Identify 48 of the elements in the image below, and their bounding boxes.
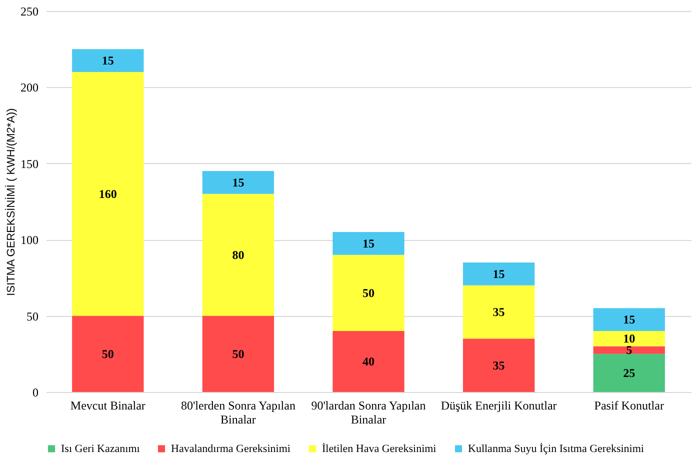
- x-tick-label: Düşük Enerjili Konutlar: [440, 398, 557, 412]
- bar: [72, 72, 144, 316]
- data-label: 160: [98, 186, 117, 201]
- data-label: 35: [492, 304, 505, 319]
- data-label: 25: [623, 366, 636, 380]
- bar: [462, 262, 535, 286]
- legend-label: İletilen Hava Gereksinimi: [322, 442, 436, 455]
- x-tick-label: 90'lardan Sonra Yapılan Binalar: [311, 398, 426, 426]
- bar: [332, 232, 404, 255]
- y-tick-label: 100: [20, 233, 38, 248]
- bar: [202, 316, 274, 392]
- y-tick-label: 150: [20, 156, 38, 171]
- y-tick-label: 50: [26, 309, 38, 324]
- legend-label: Isı Geri Kazanımı: [61, 442, 140, 455]
- data-label: 40: [362, 354, 374, 369]
- data-label: 15: [362, 236, 374, 250]
- bar: [202, 194, 274, 316]
- data-label: 35: [492, 358, 505, 372]
- bar: [593, 354, 665, 392]
- y-tick-label: 250: [20, 4, 38, 18]
- legend-label: Havalandırma Gereksinimi: [171, 442, 290, 455]
- bar: [593, 331, 665, 346]
- data-label: 15: [232, 175, 244, 190]
- bar: [72, 49, 144, 72]
- bar: [462, 338, 535, 392]
- y-tick-label: 0: [32, 386, 38, 400]
- x-tick-label: Mevcut Binalar: [70, 398, 146, 412]
- data-label: 15: [102, 54, 114, 68]
- data-label: 50: [232, 346, 244, 361]
- bar: [462, 285, 535, 339]
- x-tick-label: Pasif Konutlar: [594, 398, 664, 412]
- data-label: 5: [626, 343, 632, 358]
- bar: [332, 331, 404, 392]
- bar: [72, 316, 144, 392]
- bar: [202, 171, 274, 194]
- y-axis-title: ISITMA GEREKSİNİMİ ( KWH/(M2*A)): [4, 108, 18, 296]
- data-label: 15: [492, 266, 505, 281]
- data-label: 15: [623, 312, 636, 327]
- data-label: 80: [232, 248, 244, 262]
- data-label: 50: [362, 286, 374, 300]
- legend-label: Kullanma Suyu İçin Isıtma Gereksinimi: [468, 442, 644, 455]
- data-label: 10: [623, 332, 636, 346]
- bar: [593, 346, 665, 354]
- bar: [593, 308, 665, 332]
- data-label: 50: [102, 346, 114, 361]
- y-tick-label: 200: [20, 80, 38, 95]
- bar: [332, 254, 404, 332]
- x-tick-label: 80'lerden Sonra Yapılan Binalar: [180, 398, 296, 426]
